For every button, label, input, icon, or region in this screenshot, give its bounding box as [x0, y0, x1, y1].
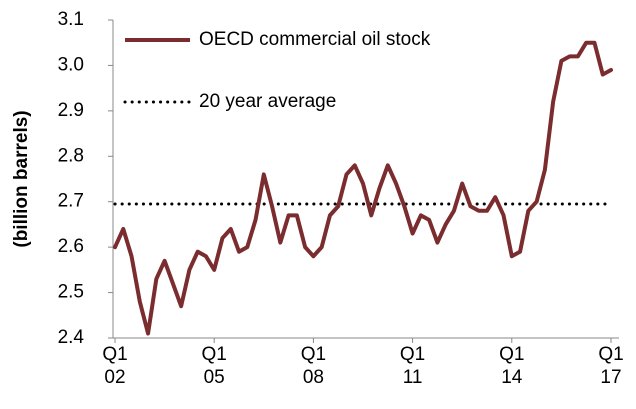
y-tick-label: 2.7 — [58, 191, 84, 212]
x-tick-label: Q1 14 — [499, 344, 525, 388]
y-tick-label: 2.8 — [58, 145, 84, 166]
legend-label: OECD commercial oil stock — [199, 29, 431, 50]
data-line — [113, 40, 613, 336]
y-tick-label: 3.1 — [58, 9, 84, 30]
x-tick-label: Q1 05 — [201, 344, 227, 388]
x-tick-label: Q1 11 — [399, 344, 426, 388]
y-tick-label: 2.5 — [58, 282, 84, 303]
y-tick-label: 2.4 — [58, 327, 85, 348]
y-tick-label: 3.0 — [58, 54, 84, 75]
y-axis-label: (billion barrels) — [11, 110, 32, 247]
y-tick-label: 2.9 — [58, 100, 84, 121]
y-tick-label: 2.6 — [58, 236, 84, 257]
x-tick-label: Q1 08 — [300, 344, 327, 388]
x-tick-label: Q1 02 — [102, 344, 128, 388]
x-tick-label: Q1 17 — [598, 344, 624, 388]
legend-label: 20 year average — [199, 91, 336, 112]
